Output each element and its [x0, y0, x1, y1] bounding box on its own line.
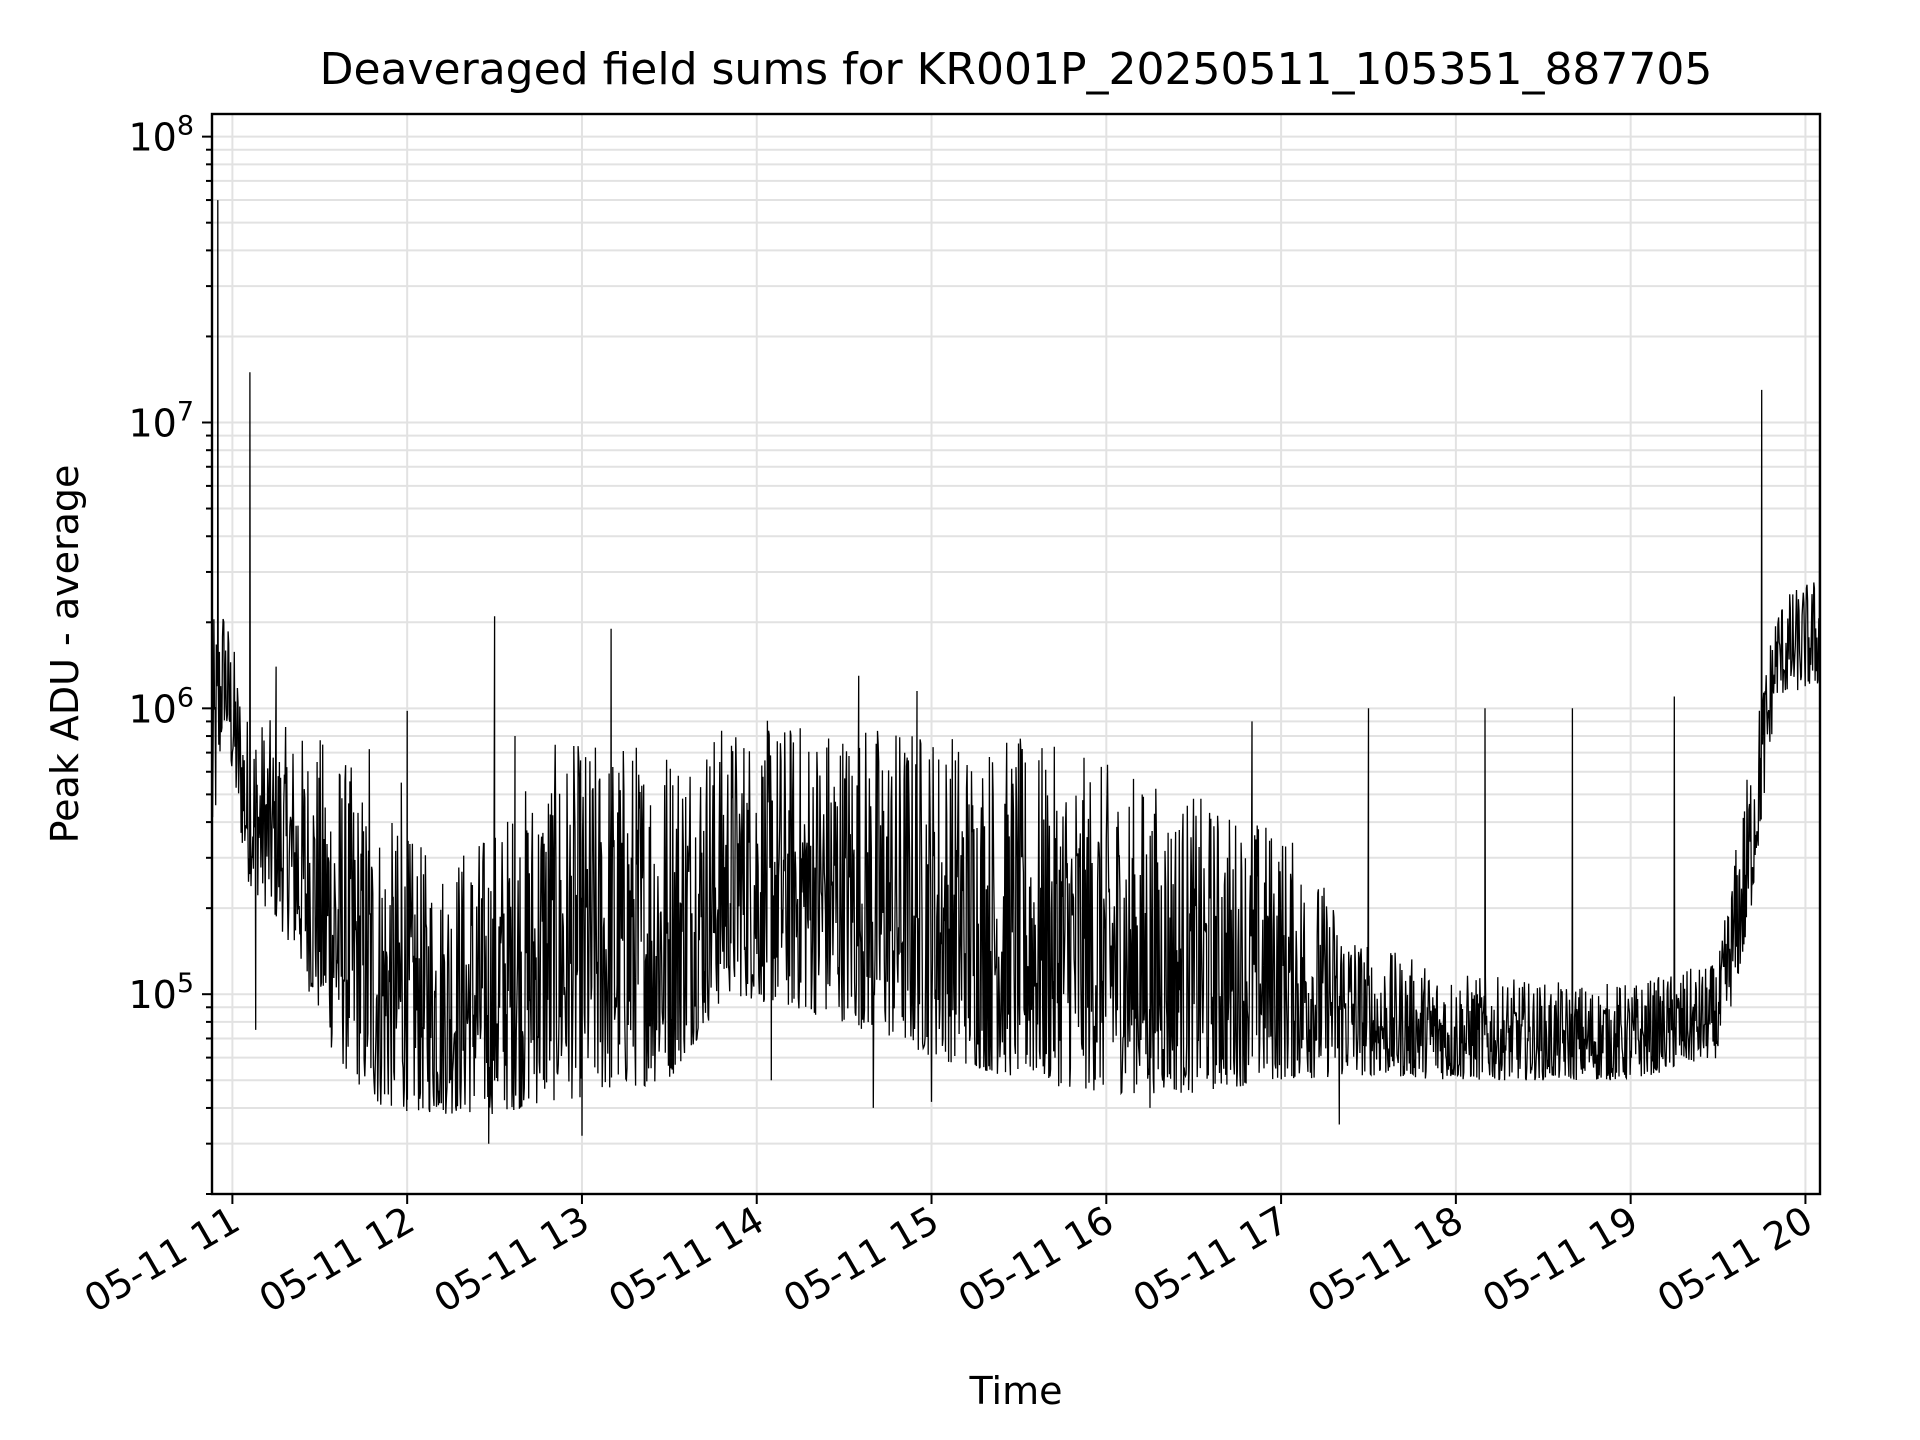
- series-path: [211, 164, 1821, 1144]
- y-tick-base: 10: [128, 687, 176, 731]
- plot-frame: [210, 112, 1822, 1196]
- y-tick-label: 108: [128, 111, 194, 160]
- y-tick-exponent: 7: [177, 396, 194, 427]
- y-tick-label: 106: [128, 682, 194, 731]
- chart-title: Deaveraged field sums for KR001P_2025051…: [320, 44, 1713, 95]
- y-tick-label: 107: [128, 396, 194, 445]
- series-line: [211, 164, 1821, 1144]
- y-tick-base: 10: [128, 973, 176, 1017]
- y-tick-exponent: 8: [177, 111, 194, 142]
- y-axis-label: Peak ADU - average: [43, 465, 87, 844]
- y-tick-exponent: 6: [177, 682, 194, 713]
- y-tick-label: 105: [128, 968, 194, 1017]
- y-tick-base: 10: [128, 401, 176, 445]
- y-tick-exponent: 5: [177, 968, 194, 999]
- y-tick-base: 10: [128, 116, 176, 160]
- x-axis-label: Time: [969, 1369, 1063, 1413]
